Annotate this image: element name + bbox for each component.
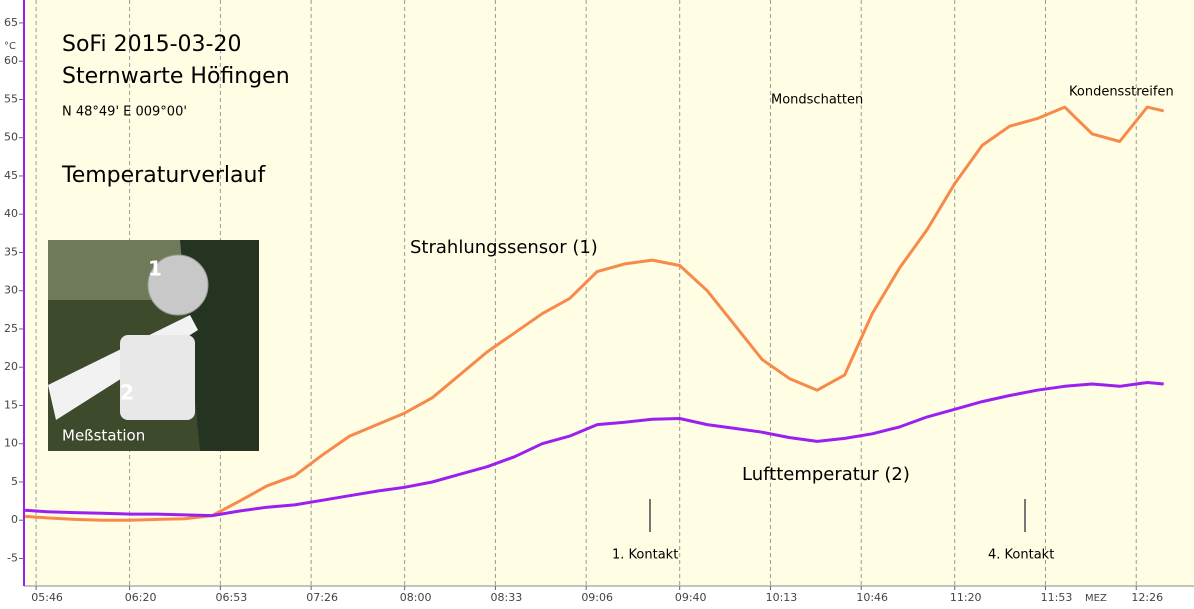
series-label: Lufttemperatur (2)	[742, 464, 910, 485]
annotation: Kondensstreifen	[1069, 85, 1174, 100]
x-tick-label: 09:06	[581, 591, 613, 604]
y-tick-label: 5	[11, 475, 18, 488]
x-tick-label: 05:46	[31, 591, 63, 604]
inset-label: 1	[148, 257, 162, 281]
y-tick-label: 30	[4, 284, 18, 297]
y-tick-label: 0	[11, 513, 18, 526]
x-tick-label: 07:26	[306, 591, 338, 604]
y-tick-label: 20	[4, 360, 18, 373]
y-tick-label: 10	[4, 437, 18, 450]
x-tick-label: 10:46	[856, 591, 888, 604]
x-tick-label: 06:20	[125, 591, 157, 604]
y-tick-label: 25	[4, 322, 18, 335]
y-tick-label: -5	[7, 551, 18, 564]
y-tick-label: 40	[4, 207, 18, 220]
inset-label: 2	[120, 381, 134, 405]
x-tick-label: 09:40	[675, 591, 707, 604]
y-tick-label: 15	[4, 398, 18, 411]
x-tick-label: 06:53	[216, 591, 248, 604]
annotation: 4. Kontakt	[988, 548, 1054, 563]
chart-title: SoFi 2015-03-20	[62, 32, 241, 57]
y-tick-label: 65	[4, 16, 18, 29]
y-tick-label: 45	[4, 169, 18, 182]
y-tick-label: 50	[4, 131, 18, 144]
x-tick-label: 10:13	[766, 591, 798, 604]
inset-label: Meßstation	[62, 427, 145, 445]
x-tick-label: 08:33	[491, 591, 523, 604]
annotation: 1. Kontakt	[612, 548, 678, 563]
series-label: Strahlungssensor (1)	[410, 237, 598, 258]
x-tick-label: 08:00	[400, 591, 432, 604]
inset-photo: 1 2 Meßstation	[48, 240, 259, 451]
x-tick-label: 11:53	[1041, 591, 1073, 604]
photo-sensor	[147, 254, 209, 316]
coordinates: N 48°49' E 009°00'	[62, 105, 187, 120]
chart-subtitle: Sternwarte Höfingen	[62, 64, 290, 89]
x-unit: MEZ	[1085, 593, 1107, 604]
y-tick-label: 55	[4, 92, 18, 105]
y-tick-label: 35	[4, 245, 18, 258]
x-tick-label: 11:20	[950, 591, 982, 604]
photo-shield	[120, 335, 195, 420]
annotation: Mondschatten	[771, 93, 863, 108]
caption: Temperaturverlauf	[61, 163, 266, 188]
y-unit: °C	[4, 41, 16, 52]
x-tick-label: 12:26	[1131, 591, 1163, 604]
series-line	[24, 381, 1164, 518]
y-tick-label: 60	[4, 54, 18, 67]
